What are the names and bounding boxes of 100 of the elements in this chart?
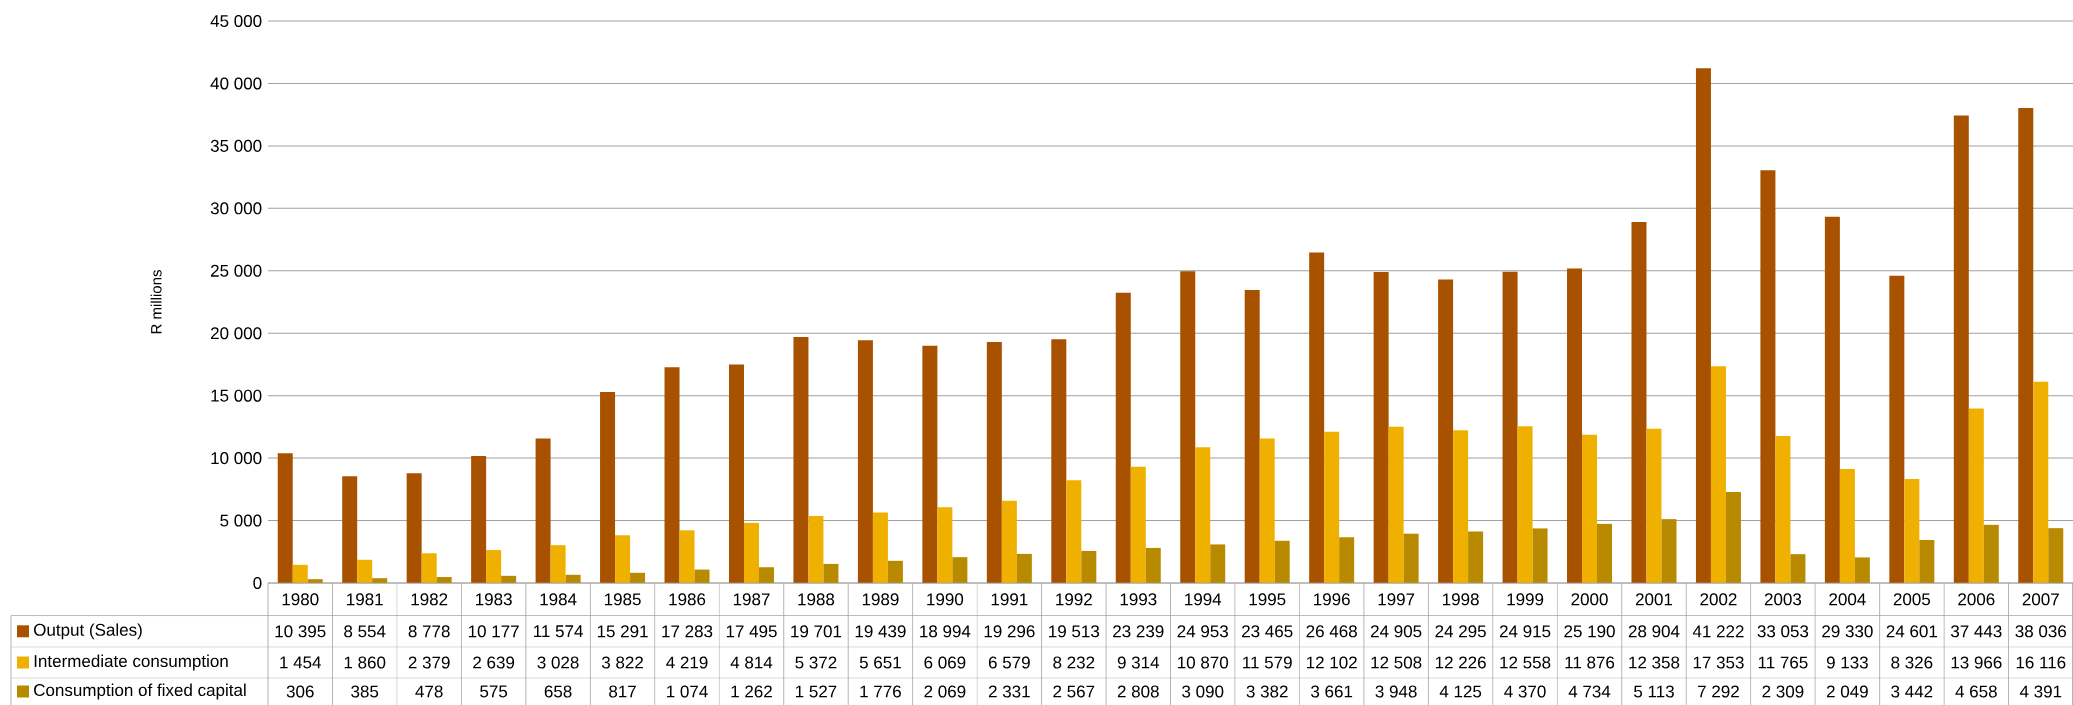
bar — [1468, 531, 1484, 583]
bar — [1403, 533, 1419, 583]
data-label: 12 226 — [1435, 656, 1486, 669]
bar — [887, 560, 903, 583]
data-label: 23 465 — [1242, 625, 1293, 638]
data-label: 817 — [609, 685, 636, 698]
bar — [1953, 115, 1969, 583]
bar — [694, 569, 710, 583]
data-label: 2 309 — [1762, 685, 1804, 698]
data-label: 19 439 — [855, 625, 906, 638]
data-label: 10 870 — [1178, 656, 1229, 669]
legend-label: Consumption of fixed capital — [34, 683, 246, 700]
bar — [421, 553, 437, 583]
bar — [1775, 436, 1791, 583]
data-label: 4 370 — [1504, 685, 1546, 698]
data-label: 8 232 — [1053, 656, 1095, 669]
bar — [1904, 479, 1920, 583]
bar — [1081, 550, 1097, 583]
bar — [535, 438, 551, 583]
bar — [277, 453, 293, 583]
bar — [1839, 468, 1855, 583]
x-tick-label: 2003 — [1764, 593, 1802, 606]
y-tick-label: 5 000 — [220, 514, 262, 527]
bar — [292, 564, 308, 583]
bar — [1373, 271, 1389, 583]
data-label: 658 — [544, 685, 572, 698]
bar — [2048, 528, 2064, 583]
data-label: 3 442 — [1891, 685, 1933, 698]
x-tick-label: 2007 — [2022, 593, 2059, 606]
bar — [1324, 431, 1340, 583]
bar — [986, 342, 1002, 583]
data-label: 37 443 — [1950, 625, 2002, 638]
data-label: 4 125 — [1439, 685, 1482, 698]
x-tick-label: 2005 — [1893, 593, 1931, 606]
bar — [1790, 554, 1806, 583]
data-label: 10 177 — [468, 625, 519, 638]
x-tick-label: 1981 — [347, 593, 383, 606]
x-tick-label: 1982 — [411, 593, 448, 606]
data-label: 19 701 — [791, 625, 842, 638]
x-tick-label: 1992 — [1056, 593, 1092, 606]
bar — [872, 512, 888, 583]
bar — [758, 567, 774, 583]
data-label: 3 382 — [1246, 685, 1288, 698]
data-label: 5 372 — [795, 656, 837, 669]
data-label: 2 069 — [924, 685, 966, 698]
bar — [1695, 68, 1711, 583]
data-label: 17 353 — [1693, 656, 1744, 669]
x-tick-label: 1985 — [604, 593, 641, 606]
data-label: 19 513 — [1049, 625, 1100, 638]
data-label: 10 395 — [275, 625, 326, 638]
y-tick-label: 25 000 — [211, 264, 262, 277]
data-label: 38 036 — [2015, 625, 2067, 638]
y-tick-label: 15 000 — [211, 389, 262, 402]
x-tick-label: 1989 — [862, 593, 899, 606]
bar — [1115, 292, 1131, 583]
x-tick-label: 2001 — [1635, 593, 1673, 606]
x-tick-label: 1986 — [669, 593, 706, 606]
data-label: 1 860 — [344, 656, 386, 669]
data-label: 12 102 — [1306, 656, 1357, 669]
bar — [471, 455, 487, 583]
bar — [486, 550, 502, 583]
bar — [1646, 428, 1662, 583]
x-tick-label: 1993 — [1120, 593, 1157, 606]
data-label: 306 — [286, 685, 314, 698]
y-tick-label: 45 000 — [210, 14, 262, 28]
x-tick-label: 2004 — [1829, 593, 1866, 606]
bar — [1631, 222, 1647, 583]
data-label: 3 090 — [1182, 685, 1224, 698]
bar — [1661, 519, 1677, 583]
data-label: 25 190 — [1564, 625, 1615, 638]
data-label: 2 639 — [473, 656, 515, 669]
data-label: 2 379 — [408, 656, 450, 669]
data-label: 24 295 — [1435, 625, 1486, 638]
bar — [1710, 366, 1726, 583]
data-label: 3 948 — [1375, 685, 1417, 698]
bar — [1210, 544, 1226, 583]
x-tick-label: 1998 — [1443, 593, 1479, 606]
data-label: 1 776 — [860, 685, 901, 698]
x-tick-label: 1994 — [1185, 593, 1222, 606]
data-label: 385 — [351, 685, 379, 698]
bar — [342, 476, 358, 583]
data-label: 1 454 — [280, 656, 321, 669]
data-label: 19 296 — [984, 625, 1035, 638]
data-label: 2 331 — [988, 685, 1030, 698]
data-label: 11 876 — [1565, 656, 1615, 669]
bar — [2033, 381, 2049, 583]
bar — [1968, 408, 1984, 583]
data-label: 8 326 — [1891, 656, 1933, 669]
data-label: 3 822 — [601, 656, 643, 669]
bar — [743, 522, 759, 583]
bar — [823, 563, 839, 583]
data-label: 9 314 — [1117, 656, 1160, 669]
bar — [922, 345, 938, 583]
bar — [728, 364, 744, 583]
bar — [615, 535, 631, 583]
bar — [1259, 438, 1275, 583]
data-label: 28 904 — [1628, 625, 1680, 638]
data-label: 5 113 — [1634, 685, 1674, 698]
x-tick-label: 1983 — [476, 593, 512, 606]
y-tick-label: 30 000 — [210, 202, 262, 215]
